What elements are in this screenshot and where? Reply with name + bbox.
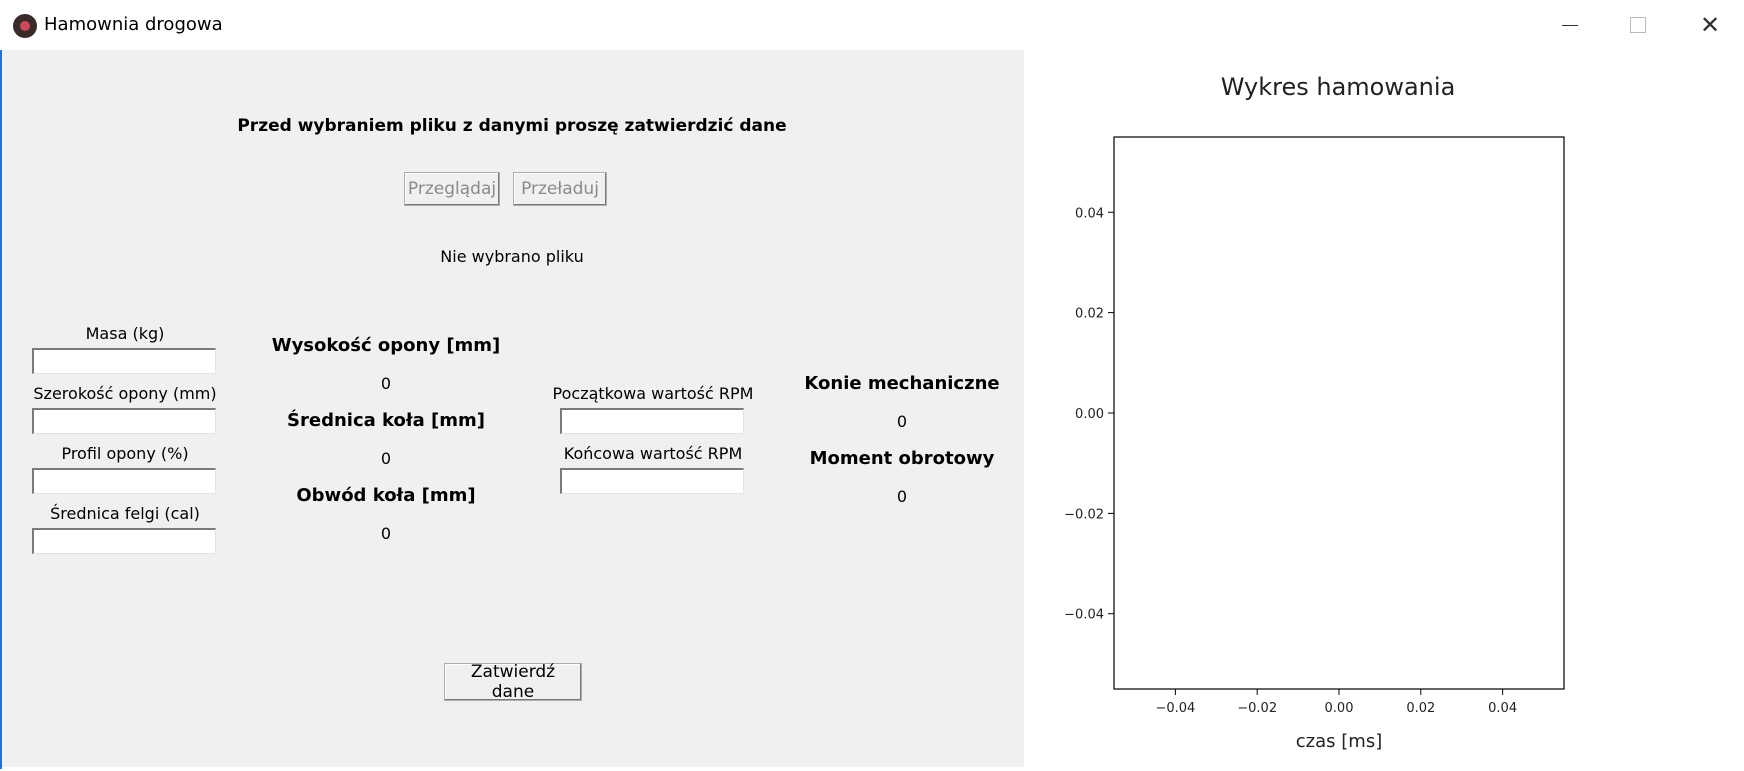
rpm-end-input[interactable] <box>560 468 744 494</box>
minimize-button[interactable] <box>1540 8 1600 42</box>
tire-profile-label: Profil opony (%) <box>61 444 189 463</box>
tire-height-label: Wysokość opony [mm] <box>271 335 501 356</box>
wheel-diameter-value: 0 <box>380 449 392 468</box>
wheel-diameter-label: Średnica koła [mm] <box>287 410 485 431</box>
reload-button[interactable]: Przeładuj <box>513 172 607 206</box>
chart-title: Wykres hamowania <box>1221 73 1456 101</box>
mass-label: Masa (kg) <box>85 324 165 343</box>
torque-label: Moment obrotowy <box>809 448 995 469</box>
y-tick-label: 0.04 <box>1075 206 1104 221</box>
y-axis: 0.04 0.02 0.00 −0.02 −0.04 <box>1064 206 1114 623</box>
chart-panel: Wykres hamowania −0.04 −0.02 0.00 0.02 0.04 … <box>1024 50 1744 767</box>
rim-diameter-label: Średnica felgi (cal) <box>50 504 200 523</box>
minimize-icon <box>1562 24 1578 26</box>
window-border <box>0 50 2 769</box>
tire-profile-input[interactable] <box>32 468 216 494</box>
mass-input[interactable] <box>32 348 216 374</box>
tire-width-input[interactable] <box>32 408 216 434</box>
wheel-circumference-label: Obwód koła [mm] <box>296 485 476 506</box>
x-tick-label: −0.02 <box>1237 701 1277 716</box>
file-status: Nie wybrano pliku <box>440 247 584 266</box>
x-tick-label: 0.04 <box>1488 701 1517 716</box>
control-panel: Przed wybraniem pliku z danymi proszę za… <box>2 50 1024 767</box>
browse-button[interactable]: Przeglądaj <box>404 172 500 206</box>
rpm-start-input[interactable] <box>560 408 744 434</box>
instruction-text: Przed wybraniem pliku z danymi proszę za… <box>237 116 787 136</box>
tire-height-value: 0 <box>380 374 392 393</box>
confirm-button[interactable]: Zatwierdź dane <box>444 662 582 702</box>
app-icon <box>13 14 37 38</box>
y-tick-label: −0.04 <box>1064 608 1104 623</box>
x-tick-label: 0.00 <box>1325 701 1354 716</box>
torque-value: 0 <box>896 487 908 506</box>
maximize-icon <box>1630 17 1646 33</box>
x-axis: −0.04 −0.02 0.00 0.02 0.04 <box>1155 689 1517 716</box>
plot-frame <box>1113 136 1565 690</box>
rim-diameter-input[interactable] <box>32 528 216 554</box>
y-tick-label: 0.02 <box>1075 307 1104 322</box>
rpm-start-label: Początkowa wartość RPM <box>552 384 754 403</box>
x-tick-label: −0.04 <box>1155 701 1195 716</box>
horsepower-value: 0 <box>896 412 908 431</box>
tire-width-label: Szerokość opony (mm) <box>33 384 217 403</box>
title-bar: Hamownia drogowa ✕ <box>0 0 1744 51</box>
window-title: Hamownia drogowa <box>44 14 223 35</box>
close-icon: ✕ <box>1699 11 1721 39</box>
rpm-end-label: Końcowa wartość RPM <box>563 444 743 463</box>
brake-chart: Wykres hamowania −0.04 −0.02 0.00 0.02 0.04 … <box>1024 50 1744 771</box>
y-tick-label: 0.00 <box>1075 407 1104 422</box>
horsepower-label: Konie mechaniczne <box>804 373 1000 394</box>
y-tick-label: −0.02 <box>1064 507 1104 522</box>
x-axis-label: czas [ms] <box>1296 731 1382 752</box>
x-tick-label: 0.02 <box>1406 701 1435 716</box>
maximize-button[interactable] <box>1608 8 1668 42</box>
wheel-circumference-value: 0 <box>380 524 392 543</box>
close-button[interactable]: ✕ <box>1680 8 1740 42</box>
